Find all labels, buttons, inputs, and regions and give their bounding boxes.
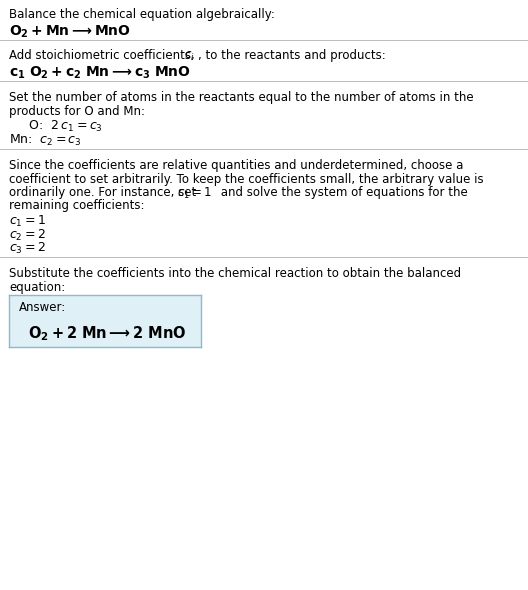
Text: Substitute the coefficients into the chemical reaction to obtain the balanced: Substitute the coefficients into the che… — [9, 267, 461, 280]
Text: $c_1 = 1$: $c_1 = 1$ — [177, 186, 212, 201]
Text: $c_3 = 2$: $c_3 = 2$ — [9, 241, 46, 256]
Text: products for O and Mn:: products for O and Mn: — [9, 104, 145, 117]
Text: $c_1 = 1$: $c_1 = 1$ — [9, 214, 46, 229]
Text: coefficient to set arbitrarily. To keep the coefficients small, the arbitrary va: coefficient to set arbitrarily. To keep … — [9, 172, 484, 185]
Text: Mn:  $c_2 = c_3$: Mn: $c_2 = c_3$ — [9, 133, 82, 148]
Text: $c_2 = 2$: $c_2 = 2$ — [9, 228, 46, 242]
Text: Add stoichiometric coefficients,: Add stoichiometric coefficients, — [9, 50, 199, 63]
Text: and solve the system of equations for the: and solve the system of equations for th… — [217, 186, 468, 199]
Text: remaining coefficients:: remaining coefficients: — [9, 199, 145, 212]
Text: $\mathbf{c_1\ O_2 + c_2\ Mn \longrightarrow c_3\ MnO}$: $\mathbf{c_1\ O_2 + c_2\ Mn \longrightar… — [9, 65, 191, 81]
Text: ordinarily one. For instance, set: ordinarily one. For instance, set — [9, 186, 200, 199]
Text: O:  $2\,c_1 = c_3$: O: $2\,c_1 = c_3$ — [21, 119, 103, 134]
Text: Balance the chemical equation algebraically:: Balance the chemical equation algebraica… — [9, 8, 275, 21]
Text: Since the coefficients are relative quantities and underdetermined, choose a: Since the coefficients are relative quan… — [9, 159, 464, 172]
Text: equation:: equation: — [9, 280, 65, 293]
Text: $\mathbf{O_2 + Mn \longrightarrow MnO}$: $\mathbf{O_2 + Mn \longrightarrow MnO}$ — [9, 24, 131, 40]
Text: , to the reactants and products:: , to the reactants and products: — [198, 50, 386, 63]
Text: $c_i$: $c_i$ — [184, 50, 195, 63]
Text: Answer:: Answer: — [18, 301, 66, 314]
Text: $\mathbf{O_2 + 2\ Mn \longrightarrow 2\ MnO}$: $\mathbf{O_2 + 2\ Mn \longrightarrow 2\ … — [28, 324, 186, 343]
Text: Set the number of atoms in the reactants equal to the number of atoms in the: Set the number of atoms in the reactants… — [9, 91, 474, 104]
